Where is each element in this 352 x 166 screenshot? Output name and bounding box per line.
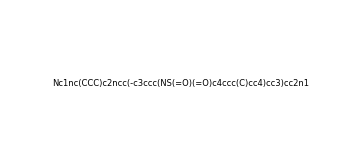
Text: Nc1nc(CCC)c2ncc(-c3ccc(NS(=O)(=O)c4ccc(C)cc4)cc3)cc2n1: Nc1nc(CCC)c2ncc(-c3ccc(NS(=O)(=O)c4ccc(C… [52, 79, 309, 88]
